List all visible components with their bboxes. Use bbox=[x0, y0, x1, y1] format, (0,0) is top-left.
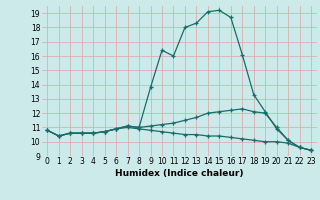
X-axis label: Humidex (Indice chaleur): Humidex (Indice chaleur) bbox=[115, 169, 244, 178]
